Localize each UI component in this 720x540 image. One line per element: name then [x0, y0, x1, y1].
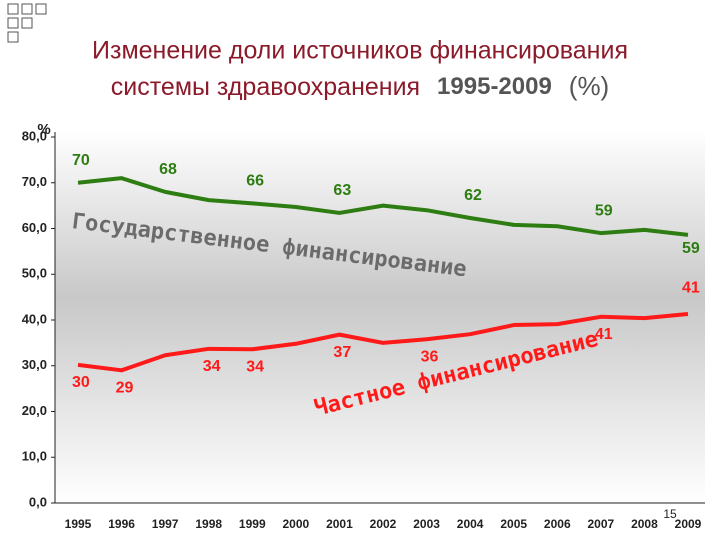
x-tick-label: 2008 — [631, 517, 658, 531]
data-label: 63 — [333, 182, 351, 199]
x-tick-label: 2000 — [283, 517, 310, 531]
y-tick-label: 30,0 — [22, 357, 47, 372]
x-tick-label: 2006 — [544, 517, 571, 531]
data-label: 62 — [464, 187, 482, 204]
title-years: 1995-2009 — [437, 73, 552, 100]
title-text: системы здравоохранения — [111, 73, 420, 101]
y-tick-label: 10,0 — [22, 449, 47, 464]
y-tick-label: 0,0 — [29, 494, 47, 509]
y-tick-label: 80,0 — [22, 128, 47, 143]
y-tick-label: 40,0 — [22, 311, 47, 326]
data-label: 68 — [159, 161, 177, 178]
data-label: 30 — [72, 374, 90, 391]
data-label: 41 — [595, 326, 613, 343]
data-label: 36 — [421, 348, 439, 365]
y-axis-label: % — [37, 121, 50, 138]
decoration — [7, 3, 47, 43]
series-line — [77, 312, 689, 373]
x-tick-label: 1999 — [239, 517, 266, 531]
x-tick-label: 2002 — [370, 517, 397, 531]
data-label: 66 — [246, 173, 264, 190]
y-tick-label: 60,0 — [22, 220, 47, 235]
x-tick-label: 1997 — [152, 517, 179, 531]
y-tick-label: 50,0 — [22, 266, 47, 281]
x-tick-label: 2007 — [588, 517, 615, 531]
x-tick-label: 2004 — [457, 517, 484, 531]
data-label: 34 — [246, 358, 264, 375]
x-tick-label: 1996 — [108, 517, 135, 531]
title-line-2: системы здравоохранения 1995-2009 (%) — [111, 71, 609, 101]
data-label: 37 — [333, 344, 351, 361]
y-tick-label: 70,0 — [22, 174, 47, 189]
x-tick-label: 2001 — [326, 517, 353, 531]
series-line — [77, 176, 689, 237]
x-tick-label: 2005 — [500, 517, 527, 531]
x-tick-label: 1998 — [195, 517, 222, 531]
title-unit: (%) — [569, 71, 609, 101]
title-line-1: Изменение доли источников финансирования — [92, 37, 628, 65]
data-label: 59 — [595, 202, 613, 219]
x-tick-label: 2009 — [675, 517, 702, 531]
page-number: 15 — [663, 507, 677, 521]
y-tick-label: 20,0 — [22, 403, 47, 418]
data-label: 59 — [682, 240, 700, 257]
x-tick-label: 2003 — [413, 517, 440, 531]
data-label: 70 — [72, 152, 90, 169]
data-label: 29 — [116, 380, 134, 397]
data-label: 41 — [682, 279, 700, 296]
data-label: 34 — [203, 358, 221, 375]
x-tick-label: 1995 — [65, 517, 92, 531]
